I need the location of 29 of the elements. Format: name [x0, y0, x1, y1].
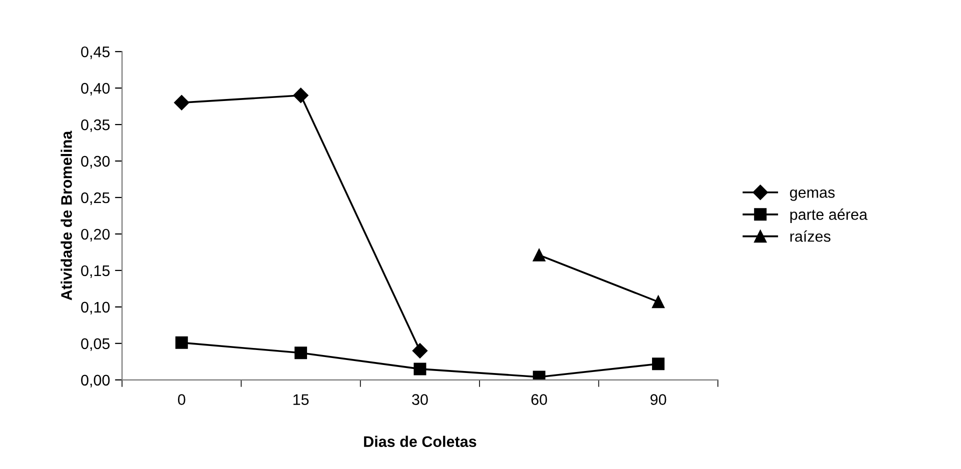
y-tick-label: 0,35: [81, 119, 110, 132]
y-tick-label: 0,30: [81, 156, 110, 169]
y-tick-label: 0,00: [81, 374, 110, 388]
point: [293, 88, 308, 103]
y-tick-label: 0,05: [81, 338, 110, 351]
legend-label: gemas: [790, 190, 835, 201]
y-tick-label: 0,15: [81, 265, 110, 278]
x-tick-label: 0: [178, 394, 186, 405]
point: [412, 343, 428, 358]
point: [294, 346, 308, 360]
point: [532, 248, 546, 262]
legend-label: raízes: [790, 230, 830, 242]
y-axis-title: Atividade de Bromelina: [60, 130, 72, 300]
legend-label: parte aérea: [790, 208, 868, 223]
y-tick-label: 0,45: [81, 46, 110, 60]
x-axis-title: Dias de Coletas: [364, 436, 476, 448]
y-tick-label: 0,25: [81, 192, 110, 205]
point: [414, 362, 426, 376]
point: [175, 336, 188, 349]
y-tick-label: 0,40: [81, 82, 110, 96]
y-tick-label: 0,20: [81, 228, 110, 242]
x-tick-label: 15: [293, 394, 309, 405]
point: [174, 95, 190, 110]
point: [652, 296, 665, 308]
y-tick-label: 0,10: [81, 302, 110, 314]
x-tick-label: 90: [650, 394, 666, 405]
point: [652, 358, 665, 370]
x-tick-label: 30: [412, 394, 428, 405]
x-tick-label: 60: [531, 394, 548, 405]
